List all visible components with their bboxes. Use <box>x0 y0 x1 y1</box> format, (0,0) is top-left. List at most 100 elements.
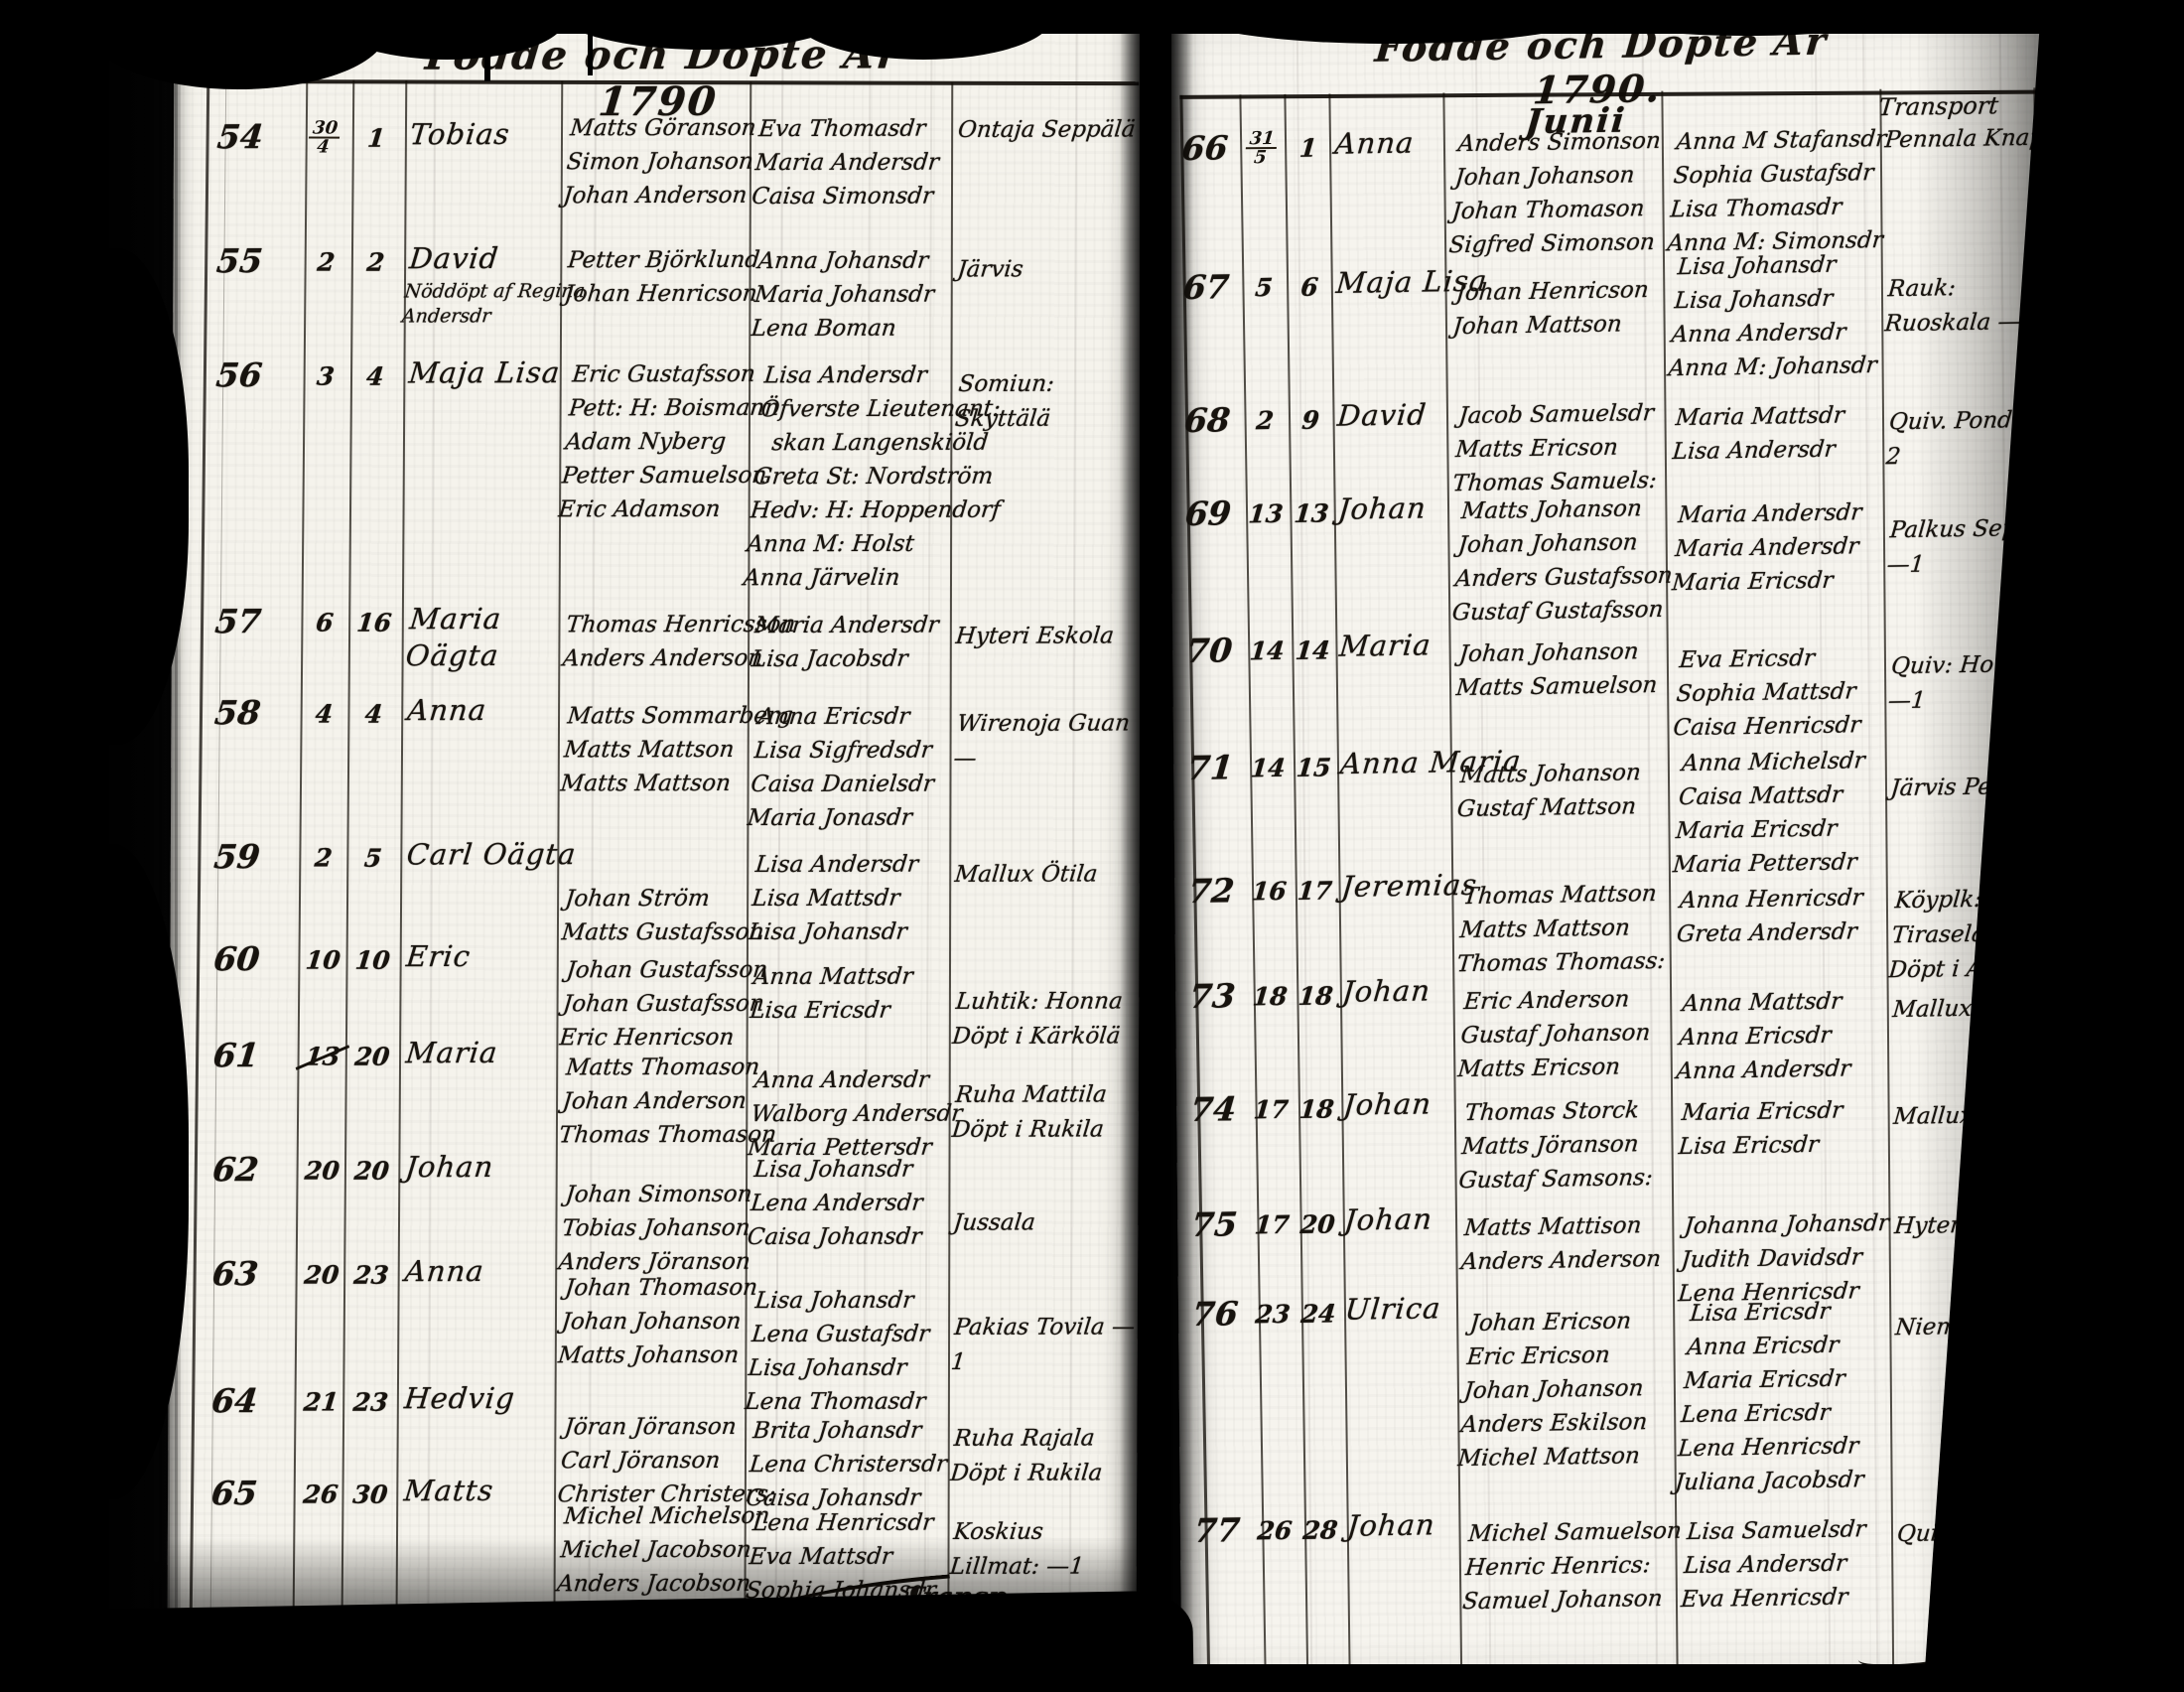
entry-59-place: Mallux Ötila <box>953 861 1099 888</box>
entry-77-baptism-day: 28 <box>1301 1515 1339 1545</box>
entry-68-parents-witnesses: Jacob Samuelsdr Matts Ericson Thomas Sam… <box>1451 400 1658 497</box>
entry-69-child-name: Johan <box>1336 491 1429 526</box>
entry-64-witnesses-female: Brita Johansdr Lena Christersdr Caisa Jo… <box>745 1417 949 1512</box>
entry-64-number: 64 <box>209 1381 260 1421</box>
entry-59-witnesses-female: Lisa Andersdr Lisa Mattsdr Lisa Johansdr <box>747 851 920 945</box>
entry-58-born-day: 4 <box>314 699 335 729</box>
entry-71-parents-witnesses: Matts Johanson Gustaf Mattson <box>1455 760 1642 823</box>
left-page: Födde och Döpte År 1790 Transp 543041Tob… <box>167 5 1231 1651</box>
entry-54-baptism-day: 1 <box>365 123 387 153</box>
entry-68-child-name: David <box>1335 397 1429 433</box>
entry-76-parents-witnesses: Johan Ericson Eric Ericson Johan Johanso… <box>1456 1308 1649 1473</box>
entry-56-place: Somiun: Skyttälä <box>953 370 1056 432</box>
entry-75-child-name: Johan <box>1342 1201 1434 1237</box>
entry-63-baptism-day: 23 <box>352 1260 390 1290</box>
entry-63-number: 63 <box>210 1254 260 1294</box>
entry-58-number: 58 <box>212 693 263 733</box>
entry-63-born-day: 20 <box>303 1260 341 1290</box>
entry-71-witnesses-female: Anna Michelsdr Caisa Mattsdr Maria Erics… <box>1671 748 1866 879</box>
entry-74-child-name: Johan <box>1341 1086 1433 1122</box>
entry-70-child-name: Maria <box>1337 628 1433 663</box>
entry-63-child-name: Anna <box>403 1253 486 1289</box>
entry-76-witnesses-female: Lisa Ericsdr Anna Ericsdr Maria Ericsdr … <box>1674 1298 1865 1496</box>
entry-59-number: 59 <box>211 837 262 877</box>
entry-77-number: 77 <box>1192 1510 1242 1550</box>
column-rule <box>189 79 210 1646</box>
entry-68-born-day: 2 <box>1255 405 1276 436</box>
entry-58-witnesses-female: Anna Ericsdr Lisa Sigfredsdr Caisa Danie… <box>746 703 936 832</box>
entry-60-parents-witnesses: Johan Gustafsson Johan Gustafsson Eric H… <box>558 956 769 1052</box>
entry-74-number: 74 <box>1188 1089 1238 1129</box>
entry-55-number: 55 <box>214 241 265 281</box>
entry-74-parents-witnesses: Thomas Storck Matts Jöranson Gustaf Sams… <box>1457 1097 1654 1195</box>
entry-66-child-name: Anna <box>1333 125 1416 161</box>
entry-77-child-name: Johan <box>1345 1507 1437 1543</box>
entry-72-parents-witnesses: Thomas Mattson Matts Mattson Thomas Thom… <box>1455 881 1667 978</box>
scan-drip <box>588 32 593 75</box>
entry-69-witnesses-female: Maria Andersdr Maria Andersdr Maria Eric… <box>1671 499 1863 597</box>
entry-67-witnesses-female: Lisa Johansdr Lisa Johansdr Anna Andersd… <box>1667 251 1878 382</box>
entry-60-place: Luhtik: Honna Döpt i Kärkölä <box>951 988 1125 1050</box>
entry-55-born-day: 2 <box>316 247 337 277</box>
entry-73-witnesses-female: Anna Mattsdr Anna Ericsdr Anna Andersdr <box>1675 988 1852 1085</box>
entry-60-witnesses-female: Anna Mattsdr Lisa Ericsdr <box>749 963 914 1024</box>
entry-58-baptism-day: 4 <box>363 699 384 729</box>
entry-57-child-name: Maria Oägta <box>404 602 503 673</box>
entry-63-parents-witnesses: Johan Thomason Johan Johanson Matts Joha… <box>556 1274 759 1369</box>
entry-69-parents-witnesses: Matts Johanson Johan Johanson Anders Gus… <box>1450 495 1674 627</box>
entry-72-child-name: Jeremias <box>1339 867 1479 904</box>
entry-66-born-day: 31 5 <box>1244 128 1279 168</box>
entry-61-witnesses-female: Anna Andersdr Walborg Andersdr Maria Pet… <box>746 1066 964 1162</box>
entry-76-number: 76 <box>1190 1294 1240 1334</box>
entry-75-baptism-day: 20 <box>1298 1209 1337 1239</box>
entry-73-born-day: 18 <box>1251 981 1289 1012</box>
scan-streak <box>1068 9 1078 1650</box>
scan-border-left-smudge <box>30 248 189 745</box>
entry-73-number: 73 <box>1187 976 1237 1016</box>
entry-56-number: 56 <box>213 355 264 395</box>
entry-70-born-day: 14 <box>1248 635 1286 666</box>
entry-61-child-name: Maria <box>404 1035 500 1070</box>
entry-76-born-day: 23 <box>1254 1299 1292 1330</box>
entry-55-child-name: David <box>407 241 501 276</box>
entry-65-number: 65 <box>209 1474 260 1513</box>
entry-59-child-name: Carl Oägta <box>405 837 579 872</box>
scan-drip <box>484 30 490 81</box>
entry-57-witnesses-female: Maria Andersdr Lisa Jacobsdr <box>750 612 940 673</box>
entry-73-parents-witnesses: Eric Anderson Gustaf Johanson Matts Eric… <box>1456 986 1652 1083</box>
entry-61-born-day: 13 <box>297 1042 347 1071</box>
entry-54-number: 54 <box>215 117 265 157</box>
entry-59-parents-witnesses: Johan Ström Matts Gustafsson <box>560 885 765 946</box>
entry-54-parents-witnesses: Matts Göranson Simon Johanson Johan Ande… <box>562 114 757 210</box>
entry-62-parents-witnesses: Johan Simonson Tobias Johanson Anders Jö… <box>557 1181 753 1276</box>
entry-70-witnesses-female: Eva Ericsdr Sophia Mattsdr Caisa Henrics… <box>1672 644 1862 742</box>
entry-56-child-name: Maja Lisa <box>407 355 563 390</box>
entry-63-place: Pakias Tovila —1 <box>949 1314 1137 1375</box>
entry-68-baptism-day: 9 <box>1300 405 1321 435</box>
entry-72-number: 72 <box>1186 871 1237 911</box>
scan-border-bottom <box>0 1664 2184 1692</box>
entry-55-parents-witnesses: Petter Björklund Johan Henricson <box>563 246 761 308</box>
entry-60-born-day: 10 <box>304 945 342 975</box>
entry-68-witnesses-female: Maria Mattsdr Lisa Andersdr <box>1671 402 1846 466</box>
entry-76-child-name: Ulrica <box>1343 1291 1443 1327</box>
entry-74-born-day: 17 <box>1252 1094 1290 1125</box>
entry-77-born-day: 26 <box>1256 1515 1294 1546</box>
entry-55-place: Järvis <box>956 256 1024 283</box>
entry-54-child-name: Tobias <box>408 117 512 152</box>
entry-71-born-day: 14 <box>1249 753 1287 783</box>
entry-62-place: Jussala <box>951 1209 1037 1236</box>
entry-66-witnesses-female: Anna M Stafansdr Sophia Gustafsdr Lisa T… <box>1666 125 1888 257</box>
entry-55-witnesses-female: Anna Johansdr Maria Johansdr Lena Boman <box>750 247 936 343</box>
entry-72-baptism-day: 17 <box>1296 876 1334 906</box>
entry-61-number: 61 <box>210 1036 261 1075</box>
entry-73-child-name: Johan <box>1340 973 1433 1009</box>
entry-66-baptism-day: 1 <box>1297 133 1318 163</box>
entry-74-witnesses-female: Maria Ericsdr Lisa Ericsdr <box>1677 1097 1844 1161</box>
entry-77-witnesses-female: Lisa Samuelsdr Lisa Andersdr Eva Henrics… <box>1680 1516 1867 1614</box>
entry-60-number: 60 <box>211 939 262 979</box>
entry-57-baptism-day: 16 <box>354 608 393 637</box>
scan-border-right-solid <box>2115 0 2184 1692</box>
entry-57-place: Hyteri Eskola <box>954 623 1116 649</box>
